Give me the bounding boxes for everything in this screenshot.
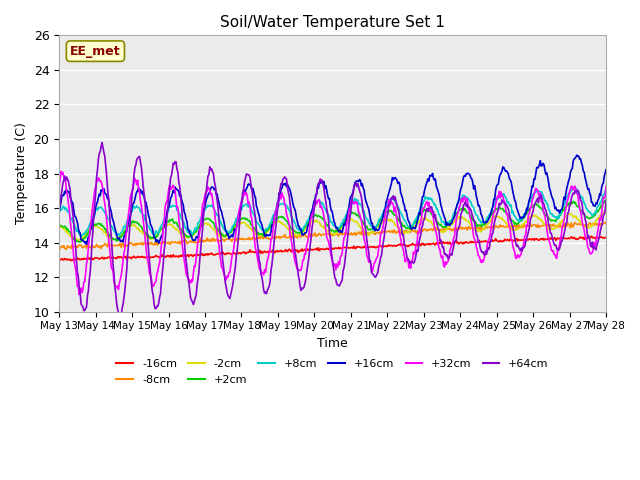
Legend: -16cm, -8cm, -2cm, +2cm, +8cm, +16cm, +32cm, +64cm: -16cm, -8cm, -2cm, +2cm, +8cm, +16cm, +3… (112, 355, 553, 389)
X-axis label: Time: Time (317, 337, 348, 350)
Y-axis label: Temperature (C): Temperature (C) (15, 122, 28, 225)
Text: EE_met: EE_met (70, 45, 121, 58)
Title: Soil/Water Temperature Set 1: Soil/Water Temperature Set 1 (220, 15, 445, 30)
